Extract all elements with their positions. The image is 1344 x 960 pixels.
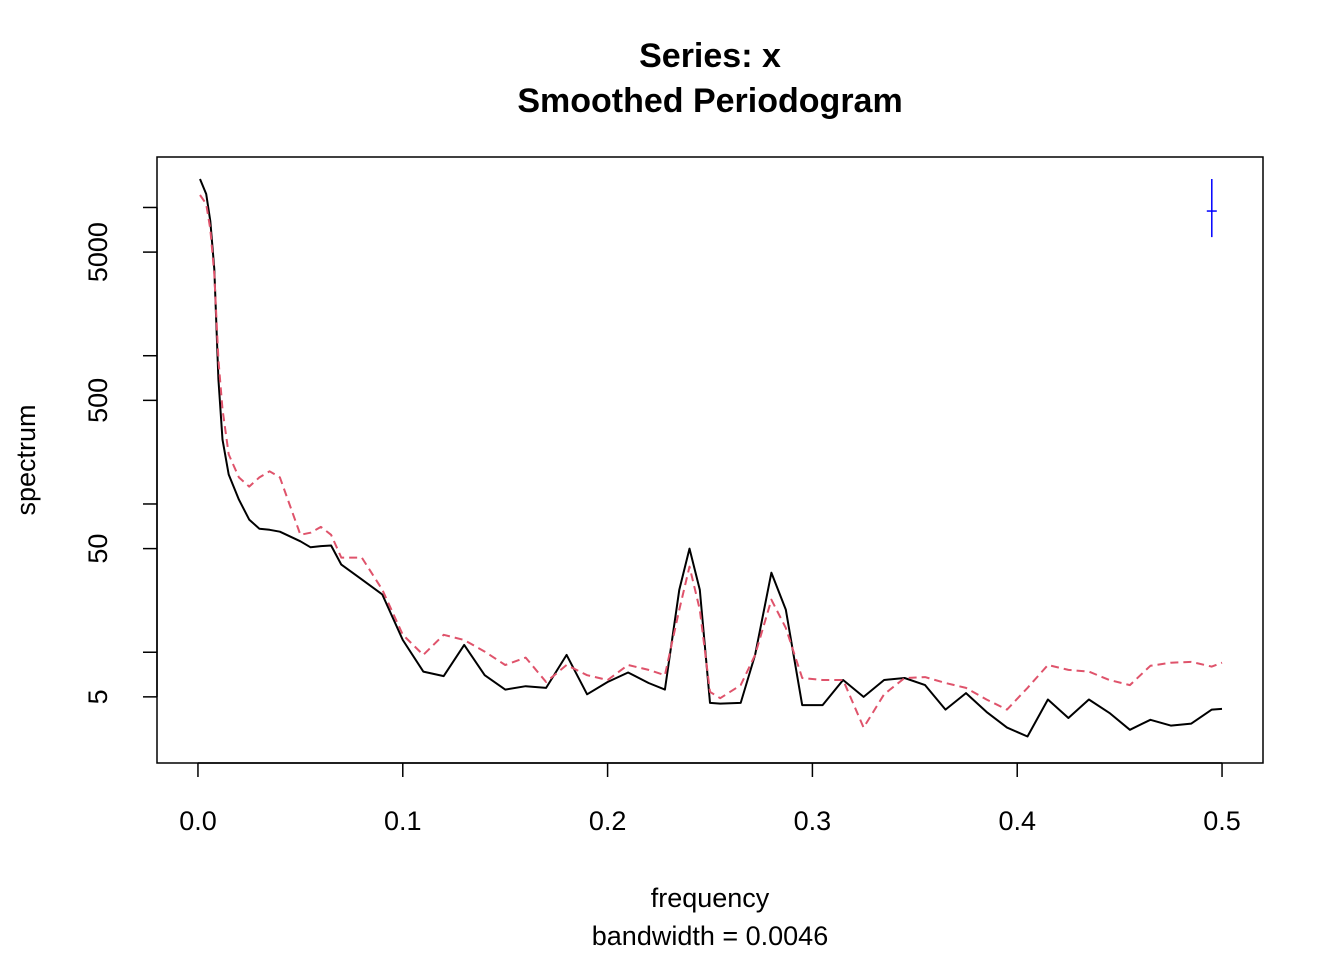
x-tick-label: 0.0 (179, 806, 217, 836)
x-tick-label: 0.5 (1203, 806, 1241, 836)
y-tick-label: 50 (83, 534, 113, 564)
x-tick-label: 0.3 (794, 806, 832, 836)
chart-subtitle: Smoothed Periodogram (517, 82, 902, 120)
y-tick-label: 500 (83, 378, 113, 423)
x-tick-label: 0.1 (384, 806, 422, 836)
y-tick-label: 5000 (83, 222, 113, 282)
series-line (199, 194, 1223, 729)
chart-title: Series: x (639, 37, 781, 75)
series-line (199, 178, 1223, 738)
y-tick-label: 5 (83, 689, 113, 704)
x-tick-label: 0.2 (589, 806, 627, 836)
x-axis-label: frequency (651, 883, 770, 913)
y-axis-label: spectrum (11, 404, 41, 515)
x-tick-label: 0.4 (998, 806, 1036, 836)
plot-frame (156, 156, 1264, 764)
x-axis-sublabel: bandwidth = 0.0046 (592, 921, 828, 951)
